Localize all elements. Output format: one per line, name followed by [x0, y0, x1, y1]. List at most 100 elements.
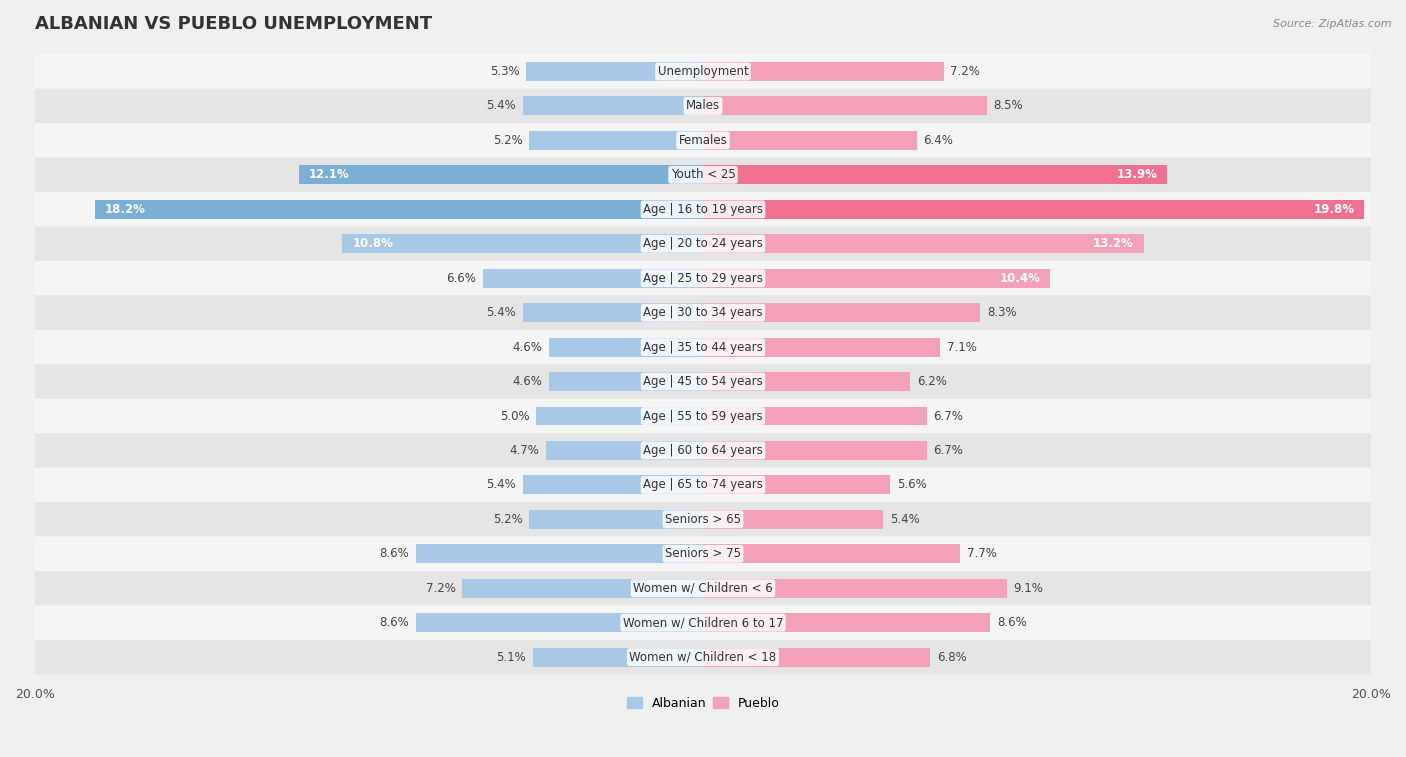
Bar [529, 131, 703, 150]
Text: 18.2%: 18.2% [105, 203, 146, 216]
Text: 5.4%: 5.4% [486, 99, 516, 113]
Text: ALBANIAN VS PUEBLO UNEMPLOYMENT: ALBANIAN VS PUEBLO UNEMPLOYMENT [35, 15, 432, 33]
Bar [299, 165, 703, 184]
Bar [529, 510, 703, 529]
FancyBboxPatch shape [35, 502, 1371, 537]
FancyBboxPatch shape [35, 640, 1371, 674]
Text: 5.6%: 5.6% [897, 478, 927, 491]
Text: Age | 30 to 34 years: Age | 30 to 34 years [643, 306, 763, 319]
Text: 19.8%: 19.8% [1313, 203, 1354, 216]
Text: Women w/ Children 6 to 17: Women w/ Children 6 to 17 [623, 616, 783, 629]
Text: 7.2%: 7.2% [426, 582, 456, 595]
Bar [703, 269, 1050, 288]
Text: Women w/ Children < 18: Women w/ Children < 18 [630, 651, 776, 664]
Text: 6.4%: 6.4% [924, 134, 953, 147]
Text: 4.6%: 4.6% [513, 375, 543, 388]
Bar [703, 613, 990, 632]
Text: 12.1%: 12.1% [309, 168, 350, 182]
Bar [416, 544, 703, 563]
Bar [703, 131, 917, 150]
Text: Age | 20 to 24 years: Age | 20 to 24 years [643, 237, 763, 251]
Text: Age | 45 to 54 years: Age | 45 to 54 years [643, 375, 763, 388]
Text: 6.6%: 6.6% [446, 272, 475, 285]
Legend: Albanian, Pueblo: Albanian, Pueblo [621, 692, 785, 715]
Bar [533, 648, 703, 667]
Bar [703, 304, 980, 322]
Bar [550, 372, 703, 391]
Bar [523, 96, 703, 115]
Text: 9.1%: 9.1% [1014, 582, 1043, 595]
Text: Age | 35 to 44 years: Age | 35 to 44 years [643, 341, 763, 354]
Bar [703, 475, 890, 494]
Bar [703, 441, 927, 460]
Text: 5.4%: 5.4% [486, 478, 516, 491]
Text: 5.1%: 5.1% [496, 651, 526, 664]
Bar [703, 338, 941, 357]
Text: 7.7%: 7.7% [967, 547, 997, 560]
Text: Source: ZipAtlas.com: Source: ZipAtlas.com [1274, 19, 1392, 29]
Text: 4.6%: 4.6% [513, 341, 543, 354]
FancyBboxPatch shape [35, 433, 1371, 468]
FancyBboxPatch shape [35, 192, 1371, 226]
Text: 7.1%: 7.1% [946, 341, 977, 354]
Text: Unemployment: Unemployment [658, 65, 748, 78]
Text: 8.3%: 8.3% [987, 306, 1017, 319]
Text: 6.2%: 6.2% [917, 375, 946, 388]
FancyBboxPatch shape [35, 606, 1371, 640]
Bar [703, 544, 960, 563]
Text: 13.9%: 13.9% [1116, 168, 1157, 182]
Text: 8.6%: 8.6% [380, 547, 409, 560]
Text: Males: Males [686, 99, 720, 113]
Bar [523, 475, 703, 494]
Text: 5.0%: 5.0% [499, 410, 529, 422]
Text: 6.7%: 6.7% [934, 444, 963, 457]
FancyBboxPatch shape [35, 571, 1371, 606]
Bar [703, 372, 910, 391]
Text: 4.7%: 4.7% [509, 444, 540, 457]
Text: Seniors > 75: Seniors > 75 [665, 547, 741, 560]
Text: 10.8%: 10.8% [353, 237, 394, 251]
FancyBboxPatch shape [35, 399, 1371, 433]
Text: Age | 25 to 29 years: Age | 25 to 29 years [643, 272, 763, 285]
Text: Age | 65 to 74 years: Age | 65 to 74 years [643, 478, 763, 491]
Text: 8.5%: 8.5% [994, 99, 1024, 113]
FancyBboxPatch shape [35, 295, 1371, 330]
Bar [96, 200, 703, 219]
Text: 5.3%: 5.3% [489, 65, 519, 78]
Text: 5.4%: 5.4% [890, 512, 920, 526]
FancyBboxPatch shape [35, 261, 1371, 295]
Text: 10.4%: 10.4% [1000, 272, 1040, 285]
Text: Age | 55 to 59 years: Age | 55 to 59 years [643, 410, 763, 422]
Text: 8.6%: 8.6% [997, 616, 1026, 629]
Bar [482, 269, 703, 288]
Bar [546, 441, 703, 460]
Bar [703, 648, 931, 667]
Bar [416, 613, 703, 632]
Text: 5.2%: 5.2% [494, 512, 523, 526]
FancyBboxPatch shape [35, 55, 1371, 89]
Bar [703, 407, 927, 425]
FancyBboxPatch shape [35, 226, 1371, 261]
Text: 8.6%: 8.6% [380, 616, 409, 629]
Bar [703, 165, 1167, 184]
Bar [703, 200, 1364, 219]
Text: 5.2%: 5.2% [494, 134, 523, 147]
Text: 13.2%: 13.2% [1092, 237, 1133, 251]
Bar [342, 234, 703, 254]
Text: Age | 16 to 19 years: Age | 16 to 19 years [643, 203, 763, 216]
Text: 7.2%: 7.2% [950, 65, 980, 78]
Bar [523, 304, 703, 322]
Text: 5.4%: 5.4% [486, 306, 516, 319]
Bar [703, 62, 943, 81]
Bar [550, 338, 703, 357]
Text: Youth < 25: Youth < 25 [671, 168, 735, 182]
Text: Age | 60 to 64 years: Age | 60 to 64 years [643, 444, 763, 457]
Text: 6.8%: 6.8% [936, 651, 966, 664]
Bar [703, 579, 1007, 598]
Text: Women w/ Children < 6: Women w/ Children < 6 [633, 582, 773, 595]
FancyBboxPatch shape [35, 330, 1371, 364]
Bar [463, 579, 703, 598]
Text: 6.7%: 6.7% [934, 410, 963, 422]
Bar [703, 510, 883, 529]
FancyBboxPatch shape [35, 537, 1371, 571]
